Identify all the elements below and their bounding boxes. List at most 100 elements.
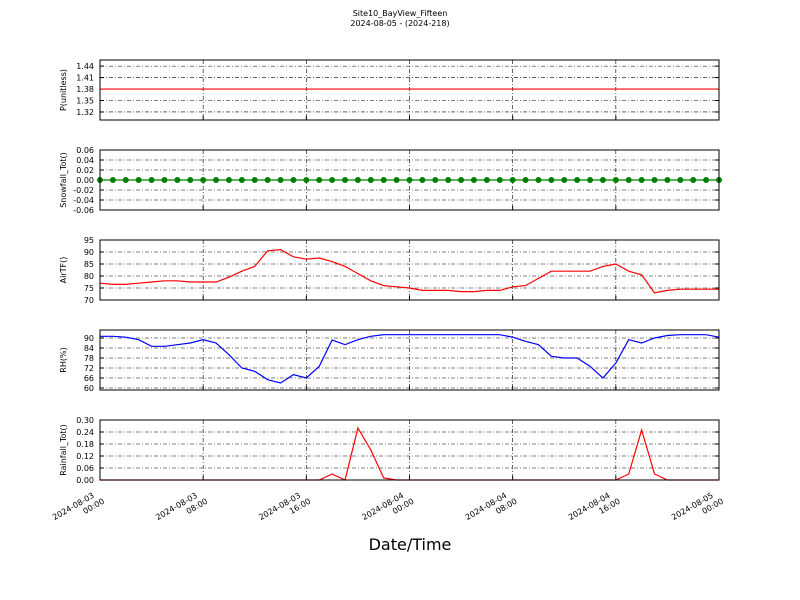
data-point xyxy=(535,177,542,183)
y-axis-label: AirTF() xyxy=(59,257,68,284)
y-tick-label: 1.38 xyxy=(76,85,94,94)
x-tick-label: 2024-08-0416:00 xyxy=(567,488,622,531)
y-tick-label: 80 xyxy=(84,272,94,281)
x-axis-label: Date/Time xyxy=(369,535,452,554)
y-tick-label: 84 xyxy=(84,344,94,353)
data-point xyxy=(161,177,168,183)
data-point xyxy=(213,177,220,183)
x-tick-label: 2024-08-0408:00 xyxy=(464,488,519,531)
y-tick-label: 60 xyxy=(84,384,94,393)
y-tick-label: 95 xyxy=(84,236,94,245)
data-point xyxy=(225,177,232,183)
data-point xyxy=(264,177,271,183)
data-point xyxy=(703,177,710,183)
y-tick-label: 1.32 xyxy=(76,108,94,117)
x-tick-label: 2024-08-0308:00 xyxy=(154,488,209,531)
y-tick-label: -0.04 xyxy=(73,196,94,205)
y-tick-label: 72 xyxy=(84,364,94,373)
x-tick-label: 2024-08-0300:00 xyxy=(51,488,106,531)
plot-frame xyxy=(99,329,720,391)
data-point xyxy=(122,177,129,183)
data-point xyxy=(342,177,349,183)
y-tick-label: 0.30 xyxy=(76,416,94,425)
data-point xyxy=(651,177,658,183)
y-tick-label: -0.06 xyxy=(73,206,94,215)
y-tick-label: 90 xyxy=(84,334,94,343)
data-point xyxy=(561,177,568,183)
data-point xyxy=(574,177,581,183)
y-tick-label: 0.24 xyxy=(76,428,94,437)
y-tick-label: 0.00 xyxy=(76,176,94,185)
data-point xyxy=(135,177,142,183)
y-axis-label: Rainfall_Tot() xyxy=(59,424,68,476)
plot-frame xyxy=(99,419,720,481)
data-point xyxy=(625,177,632,183)
y-tick-label: 0.12 xyxy=(76,452,94,461)
plot-frame xyxy=(99,239,720,301)
data-point xyxy=(367,177,374,183)
data-point xyxy=(148,177,155,183)
data-point xyxy=(419,177,426,183)
data-point xyxy=(522,177,529,183)
data-point xyxy=(354,177,361,183)
data-point xyxy=(587,177,594,183)
data-point xyxy=(599,177,606,183)
data-point xyxy=(509,177,516,183)
data-point xyxy=(200,177,207,183)
x-tick-label: 2024-08-0400:00 xyxy=(361,488,416,531)
data-point xyxy=(238,177,245,183)
plot-frame xyxy=(99,59,720,121)
data-point xyxy=(496,177,503,183)
data-point xyxy=(458,177,465,183)
y-tick-label: 66 xyxy=(84,374,94,383)
y-tick-label: 85 xyxy=(84,260,94,269)
data-point xyxy=(380,177,387,183)
data-point xyxy=(251,177,258,183)
data-point xyxy=(329,177,336,183)
y-tick-label: 90 xyxy=(84,248,94,257)
y-tick-label: 0.04 xyxy=(76,156,94,165)
data-point xyxy=(187,177,194,183)
y-tick-label: 0.06 xyxy=(76,146,94,155)
series-line xyxy=(99,248,719,294)
y-tick-label: 0.18 xyxy=(76,440,94,449)
y-tick-label: 1.44 xyxy=(76,62,94,71)
data-point xyxy=(664,177,671,183)
y-tick-label: 1.35 xyxy=(76,97,94,106)
data-point xyxy=(316,177,323,183)
chart-subtitle: 2024-08-05 - (2024-218) xyxy=(350,19,449,28)
data-point xyxy=(406,177,413,183)
data-point xyxy=(677,177,684,183)
data-point xyxy=(432,177,439,183)
y-axis-label: RH(%) xyxy=(59,347,68,372)
x-tick-label: 2024-08-0316:00 xyxy=(257,488,312,531)
data-point xyxy=(612,177,619,183)
data-point xyxy=(638,177,645,183)
y-tick-label: 0.00 xyxy=(76,476,94,485)
y-tick-label: 78 xyxy=(84,354,94,363)
data-point xyxy=(303,177,310,183)
y-tick-label: 0.02 xyxy=(76,166,94,175)
data-point xyxy=(548,177,555,183)
data-point xyxy=(690,177,697,183)
y-axis-label: Snowfall_Tot() xyxy=(59,152,68,208)
y-tick-label: 70 xyxy=(84,296,94,305)
data-point xyxy=(109,177,116,183)
x-tick-label: 2024-08-0500:00 xyxy=(670,488,725,531)
data-point xyxy=(445,177,452,183)
y-axis-label: P(unitless) xyxy=(59,69,68,111)
y-tick-label: 0.06 xyxy=(76,464,94,473)
y-tick-label: 1.41 xyxy=(76,74,94,83)
data-point xyxy=(174,177,181,183)
y-tick-label: -0.02 xyxy=(73,186,94,195)
series-line xyxy=(100,334,720,384)
data-point xyxy=(277,177,284,183)
data-point xyxy=(470,177,477,183)
chart-title: Site10_BayView_Fifteen xyxy=(353,9,448,18)
plot-frame xyxy=(99,149,720,211)
data-point xyxy=(483,177,490,183)
y-tick-label: 75 xyxy=(84,284,94,293)
data-point xyxy=(393,177,400,183)
data-point xyxy=(290,177,297,183)
